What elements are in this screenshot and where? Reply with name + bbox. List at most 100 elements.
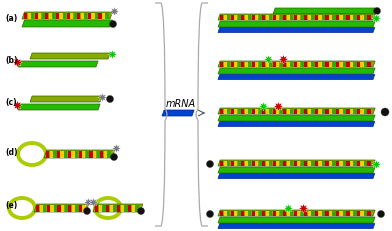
Bar xyxy=(96,151,100,158)
Polygon shape xyxy=(218,22,375,28)
Bar xyxy=(367,161,371,166)
Bar xyxy=(361,211,364,216)
Bar xyxy=(259,15,262,20)
Bar xyxy=(347,161,350,166)
Bar xyxy=(223,161,227,166)
Bar xyxy=(322,109,325,114)
Bar xyxy=(332,109,336,114)
Bar xyxy=(245,62,248,67)
Bar xyxy=(255,62,258,67)
Bar xyxy=(50,205,54,212)
Bar xyxy=(304,161,307,166)
Polygon shape xyxy=(218,210,375,216)
Bar xyxy=(361,109,364,114)
Bar xyxy=(81,14,84,19)
Polygon shape xyxy=(218,75,375,80)
Bar xyxy=(276,15,279,20)
Bar xyxy=(325,62,328,67)
Bar xyxy=(297,109,300,114)
Bar xyxy=(107,151,111,158)
Bar xyxy=(276,109,279,114)
Bar xyxy=(88,14,91,19)
Bar xyxy=(273,15,276,20)
Bar xyxy=(38,14,42,19)
Bar xyxy=(91,14,94,19)
Bar xyxy=(361,62,364,67)
Bar xyxy=(245,161,248,166)
Bar xyxy=(60,14,63,19)
Bar xyxy=(60,151,64,158)
Bar xyxy=(227,211,230,216)
Circle shape xyxy=(207,161,214,168)
Bar xyxy=(301,161,304,166)
Bar xyxy=(283,15,287,20)
Bar xyxy=(241,211,244,216)
Bar xyxy=(332,161,336,166)
Bar xyxy=(283,109,287,114)
Polygon shape xyxy=(218,116,375,122)
Circle shape xyxy=(107,96,114,103)
Bar xyxy=(318,62,321,67)
Bar xyxy=(343,161,346,166)
Bar xyxy=(301,62,304,67)
Bar xyxy=(273,211,276,216)
Bar xyxy=(297,161,300,166)
Circle shape xyxy=(111,154,118,161)
Bar xyxy=(98,14,102,19)
Bar xyxy=(86,151,89,158)
Bar xyxy=(93,151,96,158)
Polygon shape xyxy=(218,167,375,173)
Bar xyxy=(238,109,241,114)
Bar xyxy=(75,205,78,212)
Bar xyxy=(77,14,80,19)
Bar xyxy=(266,62,269,67)
Bar xyxy=(262,211,265,216)
Bar xyxy=(132,205,135,212)
Bar xyxy=(280,211,283,216)
Bar xyxy=(339,109,343,114)
Bar xyxy=(336,15,339,20)
Bar xyxy=(357,62,360,67)
Bar xyxy=(43,205,46,212)
Circle shape xyxy=(138,208,145,215)
Bar xyxy=(259,161,262,166)
Bar xyxy=(227,15,230,20)
Bar xyxy=(339,15,343,20)
Bar xyxy=(290,211,294,216)
Bar xyxy=(287,15,290,20)
Bar xyxy=(230,62,234,67)
Bar xyxy=(220,109,223,114)
Bar xyxy=(308,62,311,67)
Bar xyxy=(347,62,350,67)
Bar xyxy=(45,14,49,19)
Bar xyxy=(283,211,287,216)
Text: (e): (e) xyxy=(5,201,17,210)
Polygon shape xyxy=(218,122,375,127)
Bar xyxy=(241,62,244,67)
Circle shape xyxy=(109,21,116,28)
Bar xyxy=(357,15,360,20)
Bar xyxy=(105,14,109,19)
Polygon shape xyxy=(30,97,102,103)
Bar xyxy=(318,161,321,166)
Bar xyxy=(57,151,60,158)
Bar xyxy=(227,109,230,114)
Text: (d): (d) xyxy=(5,147,18,156)
Bar xyxy=(361,15,364,20)
Bar xyxy=(290,62,294,67)
Bar xyxy=(40,205,43,212)
Bar xyxy=(262,109,265,114)
Bar xyxy=(283,62,287,67)
Bar xyxy=(266,109,269,114)
Bar xyxy=(54,205,57,212)
Bar xyxy=(290,161,294,166)
Bar xyxy=(347,15,350,20)
Bar xyxy=(294,211,297,216)
Bar xyxy=(255,109,258,114)
Bar xyxy=(252,15,255,20)
Bar xyxy=(102,14,105,19)
Polygon shape xyxy=(218,15,375,21)
Bar xyxy=(95,205,98,212)
Bar xyxy=(269,161,272,166)
Bar xyxy=(252,161,255,166)
